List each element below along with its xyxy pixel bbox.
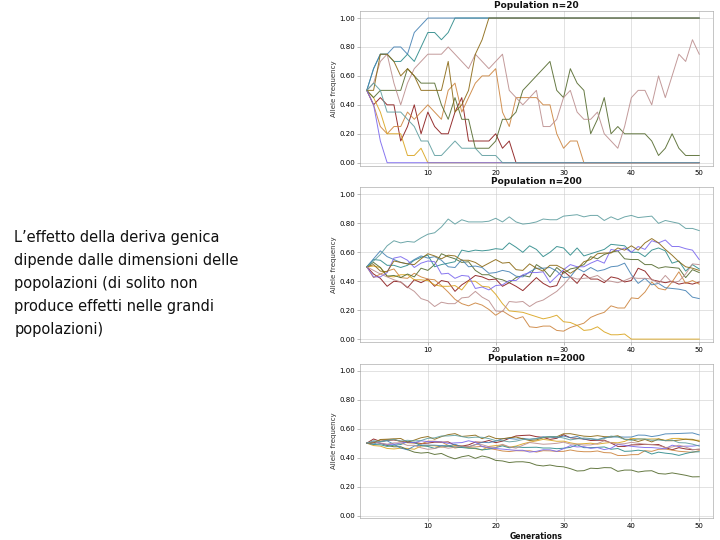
Y-axis label: Allele frequency: Allele frequency bbox=[331, 60, 337, 117]
Title: Population n=200: Population n=200 bbox=[491, 178, 582, 186]
Title: Population n=20: Population n=20 bbox=[494, 1, 579, 10]
Title: Population n=2000: Population n=2000 bbox=[488, 354, 585, 363]
Text: L’effetto della deriva genica
dipende dalle dimensioni delle
popolazioni (di sol: L’effetto della deriva genica dipende da… bbox=[14, 231, 239, 336]
Y-axis label: Allele frequency: Allele frequency bbox=[331, 237, 337, 293]
X-axis label: Generations: Generations bbox=[510, 532, 563, 540]
Y-axis label: Allele frequency: Allele frequency bbox=[331, 413, 337, 469]
